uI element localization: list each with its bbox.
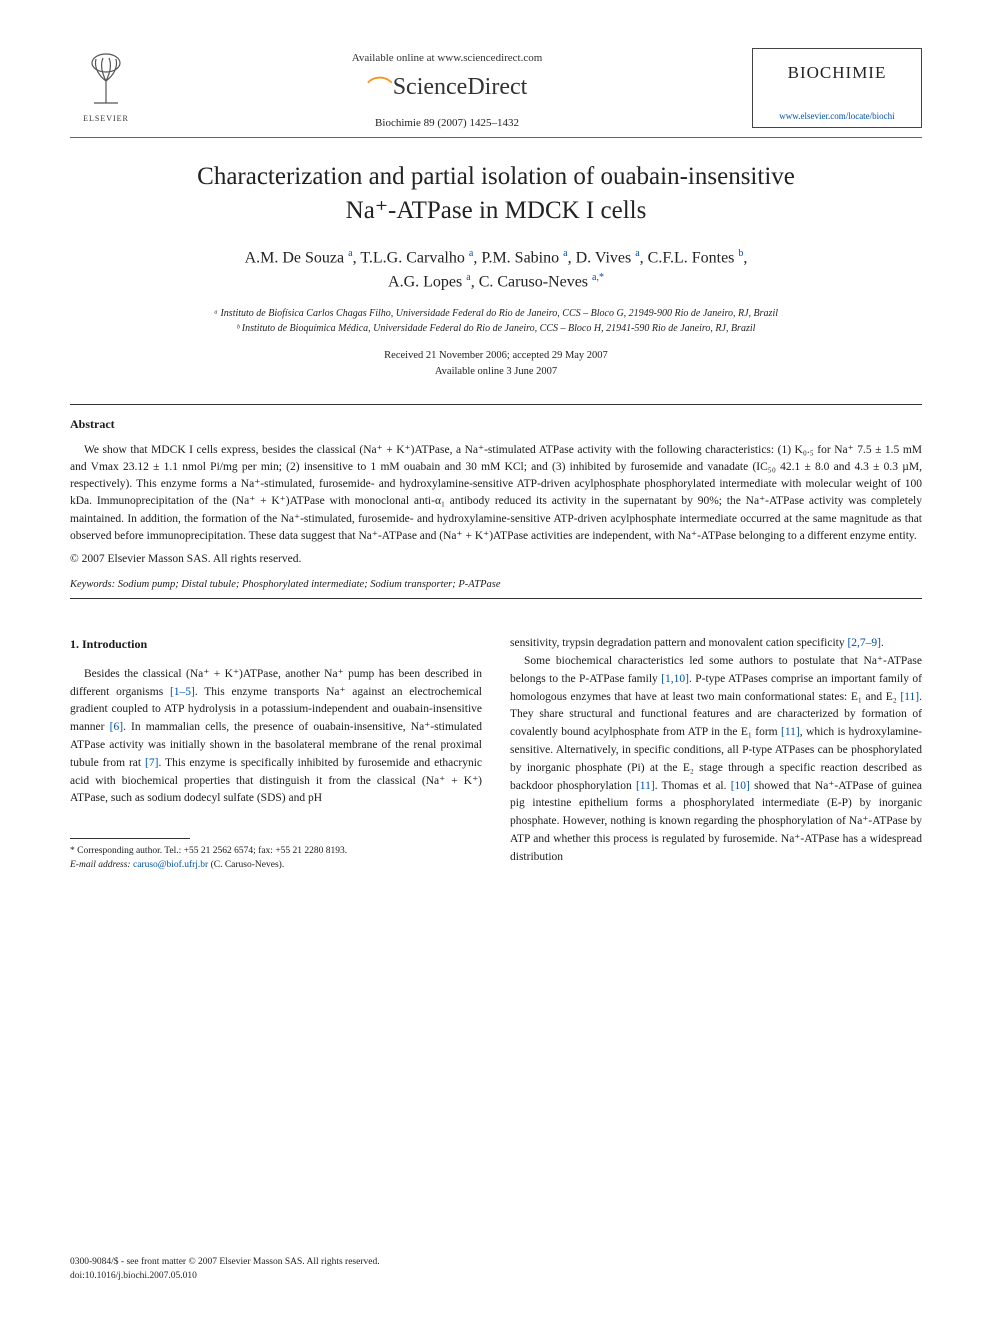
keywords-line: Keywords: Sodium pump; Distal tubule; Ph… xyxy=(70,579,922,590)
article-dates: Received 21 November 2006; accepted 29 M… xyxy=(70,348,922,380)
author-5-aff: a xyxy=(466,272,470,283)
keywords-rule xyxy=(70,598,922,599)
intro-heading: 1. Introduction xyxy=(70,635,482,654)
journal-link[interactable]: www.elsevier.com/locate/biochi xyxy=(761,111,913,121)
corr-author-line: * Corresponding author. Tel.: +55 21 256… xyxy=(70,845,482,858)
abstract-text: We show that MDCK I cells express, besid… xyxy=(70,442,922,546)
abstract-heading: Abstract xyxy=(70,417,922,432)
available-online-text: Available online at www.sciencedirect.co… xyxy=(142,52,752,64)
received-accepted: Received 21 November 2006; accepted 29 M… xyxy=(70,348,922,364)
author-4-aff: b xyxy=(738,248,743,259)
affiliation-a: ᵃ Instituto de Biofísica Carlos Chagas F… xyxy=(70,306,922,321)
email-address[interactable]: caruso@biof.ufrj.br xyxy=(133,860,208,870)
intro-col2-p0-b: . xyxy=(881,637,884,649)
column-left: 1. Introduction Besides the classical (N… xyxy=(70,635,482,872)
ref-1-10[interactable]: [1,10] xyxy=(661,673,689,685)
author-3: D. Vives xyxy=(576,249,632,266)
column-right: sensitivity, trypsin degradation pattern… xyxy=(510,635,922,872)
abstract-body: We show that MDCK I cells express, besid… xyxy=(70,442,922,546)
author-1: T.L.G. Carvalho xyxy=(360,249,465,266)
ref-11a[interactable]: [11] xyxy=(900,691,919,703)
author-6: C. Caruso-Neves xyxy=(479,273,588,290)
affiliation-b: ᵇ Instituto de Bioquímica Médica, Univer… xyxy=(70,321,922,336)
elsevier-tree-icon xyxy=(80,53,132,112)
author-1-aff: a xyxy=(469,248,473,259)
title-line-2: Na⁺-ATPase in MDCK I cells xyxy=(346,197,647,224)
email-tail: (C. Caruso-Neves). xyxy=(208,860,284,870)
author-5: A.G. Lopes xyxy=(388,273,462,290)
affiliations: ᵃ Instituto de Biofísica Carlos Chagas F… xyxy=(70,306,922,336)
ref-10[interactable]: [10] xyxy=(731,780,750,792)
front-matter-line: 0300-9084/$ - see front matter © 2007 El… xyxy=(70,1256,922,1269)
sd-name: ScienceDirect xyxy=(393,74,528,100)
header-rule xyxy=(70,137,922,138)
author-6-aff: a,* xyxy=(592,272,604,283)
citation-line: Biochimie 89 (2007) 1425–1432 xyxy=(142,117,752,129)
ref-7[interactable]: [7] xyxy=(145,757,158,769)
corresponding-footnote: * Corresponding author. Tel.: +55 21 256… xyxy=(70,845,482,872)
intro-col2-p1-e: . Thomas et al. xyxy=(655,780,731,792)
corr-email-line: E-mail address: caruso@biof.ufrj.br (C. … xyxy=(70,859,482,872)
elsevier-logo: ELSEVIER xyxy=(70,48,142,128)
sciencedirect-logo: ⌒ScienceDirect xyxy=(142,70,752,107)
ref-11c[interactable]: [11] xyxy=(636,780,655,792)
keywords-label: Keywords: xyxy=(70,579,115,590)
author-0-aff: a xyxy=(348,248,352,259)
author-4: C.F.L. Fontes xyxy=(648,249,735,266)
bottom-bar: 0300-9084/$ - see front matter © 2007 El… xyxy=(70,1256,922,1283)
header-band: ELSEVIER Available online at www.science… xyxy=(70,48,922,129)
elsevier-name: ELSEVIER xyxy=(83,114,129,123)
intro-col2-p1-f: showed that Na⁺-ATPase of guinea pig int… xyxy=(510,780,922,863)
author-2-aff: a xyxy=(563,248,567,259)
body-columns: 1. Introduction Besides the classical (N… xyxy=(70,635,922,872)
journal-title: BIOCHIMIE xyxy=(761,63,913,83)
author-2: P.M. Sabino xyxy=(481,249,559,266)
doi-line: doi:10.1016/j.biochi.2007.05.010 xyxy=(70,1270,922,1283)
paper-title: Characterization and partial isolation o… xyxy=(70,160,922,228)
ref-1-5[interactable]: [1–5] xyxy=(170,686,195,698)
journal-box: BIOCHIMIE www.elsevier.com/locate/biochi xyxy=(752,48,922,128)
title-line-1: Characterization and partial isolation o… xyxy=(197,163,795,190)
abstract-copyright: © 2007 Elsevier Masson SAS. All rights r… xyxy=(70,553,922,565)
available-online: Available online 3 June 2007 xyxy=(70,364,922,380)
ref-11b[interactable]: [11] xyxy=(781,726,800,738)
keywords-text: Sodium pump; Distal tubule; Phosphorylat… xyxy=(115,579,500,590)
author-3-aff: a xyxy=(635,248,639,259)
author-0: A.M. De Souza xyxy=(245,249,345,266)
center-header: Available online at www.sciencedirect.co… xyxy=(142,48,752,129)
sd-swoosh-icon: ⌒ xyxy=(367,76,393,105)
footnote-rule xyxy=(70,838,190,839)
ref-6[interactable]: [6] xyxy=(110,721,123,733)
email-label: E-mail address: xyxy=(70,860,133,870)
intro-col2-p0: sensitivity, trypsin degradation pattern… xyxy=(510,635,922,653)
intro-p1: Besides the classical (Na⁺ + K⁺)ATPase, … xyxy=(70,666,482,809)
ref-2-7-9[interactable]: [2,7–9] xyxy=(847,637,881,649)
authors-block: A.M. De Souza a, T.L.G. Carvalho a, P.M.… xyxy=(70,246,922,295)
abstract-top-rule xyxy=(70,404,922,405)
intro-col2-p0-a: sensitivity, trypsin degradation pattern… xyxy=(510,637,847,649)
intro-col2-p1: Some biochemical characteristics led som… xyxy=(510,653,922,867)
